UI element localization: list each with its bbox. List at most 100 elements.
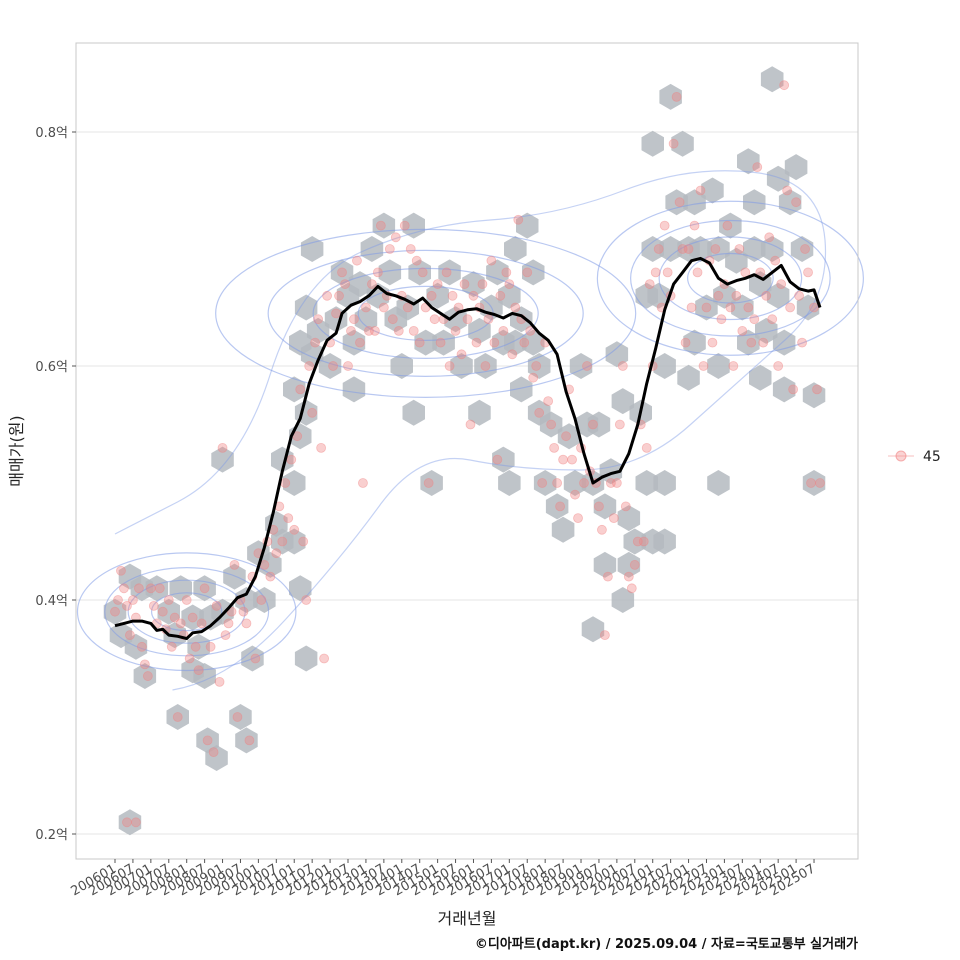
trade-point xyxy=(113,595,123,605)
hexbin-cell xyxy=(342,329,366,356)
hexbin-cell xyxy=(533,470,557,496)
trade-point xyxy=(456,349,467,360)
trade-point xyxy=(346,325,356,336)
trade-point xyxy=(785,302,796,313)
hexbin-cell xyxy=(683,189,706,216)
trade-point xyxy=(731,290,742,301)
y-axis-title: 매매가(원) xyxy=(7,415,26,486)
trade-point xyxy=(393,325,404,336)
trade-point xyxy=(776,279,787,290)
trade-point xyxy=(534,407,545,418)
hexbin-cell xyxy=(318,353,342,379)
trade-point xyxy=(250,653,261,664)
hexbin-cell xyxy=(766,282,790,309)
hexbin-cell xyxy=(402,399,425,426)
y-tick-label: 0.4억 xyxy=(35,594,68,609)
trade-point xyxy=(626,583,637,594)
trade-point xyxy=(617,361,628,371)
trade-point xyxy=(384,244,395,254)
trade-point xyxy=(522,267,533,278)
trade-point xyxy=(313,314,324,325)
trade-point xyxy=(812,384,822,395)
trade-point xyxy=(794,290,804,301)
trade-point xyxy=(196,618,207,629)
trade-point xyxy=(638,536,649,547)
trade-point xyxy=(169,612,180,623)
hexbin-cell xyxy=(259,551,282,578)
trade-point xyxy=(659,220,670,231)
trade-point xyxy=(459,279,470,290)
hexbin-cell xyxy=(294,294,318,321)
trade-point xyxy=(737,325,748,336)
trade-point xyxy=(408,325,419,336)
trade-point xyxy=(528,372,539,383)
hexbin-cell xyxy=(283,528,306,555)
trade-point xyxy=(301,595,312,605)
trade-point xyxy=(429,314,440,325)
trade-point xyxy=(286,454,297,465)
trade-point xyxy=(608,513,619,523)
trade-point xyxy=(352,255,362,266)
trade-point xyxy=(629,560,640,570)
trade-point xyxy=(184,653,195,664)
trade-point xyxy=(683,244,694,254)
trade-point xyxy=(758,337,769,348)
trade-point xyxy=(791,197,802,208)
trade-point xyxy=(677,244,688,254)
hexbin-cell xyxy=(181,604,204,631)
hexbin-cell xyxy=(719,212,742,239)
y-axis: 0.2억 0.4억 0.6억 0.8억 xyxy=(35,126,76,843)
hexbin-cell xyxy=(516,212,539,239)
trend-line-layer xyxy=(114,256,822,641)
trade-point xyxy=(623,571,634,582)
hexbin-cell xyxy=(414,329,437,356)
trade-point xyxy=(205,641,216,652)
trade-point xyxy=(435,337,446,348)
hexbin-cell xyxy=(772,376,796,403)
hexbin-cell xyxy=(294,645,318,672)
trade-point xyxy=(543,396,554,407)
trade-point xyxy=(495,290,506,301)
trade-point xyxy=(229,560,240,570)
hexbin-cell xyxy=(504,329,527,356)
hexbin-cell xyxy=(229,704,252,730)
hexbin-cell xyxy=(103,598,127,625)
hexbin-cell xyxy=(623,528,646,555)
trade-point xyxy=(770,255,781,266)
trade-point xyxy=(190,641,201,652)
trade-point xyxy=(567,454,577,465)
trade-point xyxy=(193,665,204,676)
trade-point xyxy=(414,337,425,348)
trade-point xyxy=(405,244,416,254)
trade-point xyxy=(337,267,347,278)
trade-point xyxy=(773,361,784,371)
trade-point xyxy=(133,583,144,594)
trade-point xyxy=(764,232,775,243)
hexbin-cell xyxy=(157,598,180,625)
trade-point xyxy=(402,302,413,313)
hexbin-cell xyxy=(223,563,246,590)
trade-point xyxy=(779,80,790,91)
trade-point xyxy=(510,302,521,313)
hexbin-cell xyxy=(504,236,527,262)
hexbin-cell xyxy=(498,470,521,496)
trade-point xyxy=(815,478,825,488)
trade-point xyxy=(767,314,778,325)
hexbin-cell xyxy=(283,376,306,403)
trade-point xyxy=(710,244,721,254)
hexbin-cell xyxy=(306,317,330,344)
trade-point xyxy=(620,501,631,512)
trade-point xyxy=(199,583,210,594)
trade-point xyxy=(707,337,718,348)
trade-point xyxy=(689,220,700,231)
trade-point xyxy=(426,290,437,301)
density-contour xyxy=(630,219,831,337)
trade-point xyxy=(632,536,643,547)
trade-point xyxy=(142,671,153,681)
hexbin-cell xyxy=(605,341,629,368)
trade-point xyxy=(561,431,571,442)
panel-border xyxy=(75,42,859,860)
hexbin-cell xyxy=(438,259,461,286)
trade-point xyxy=(471,337,482,348)
